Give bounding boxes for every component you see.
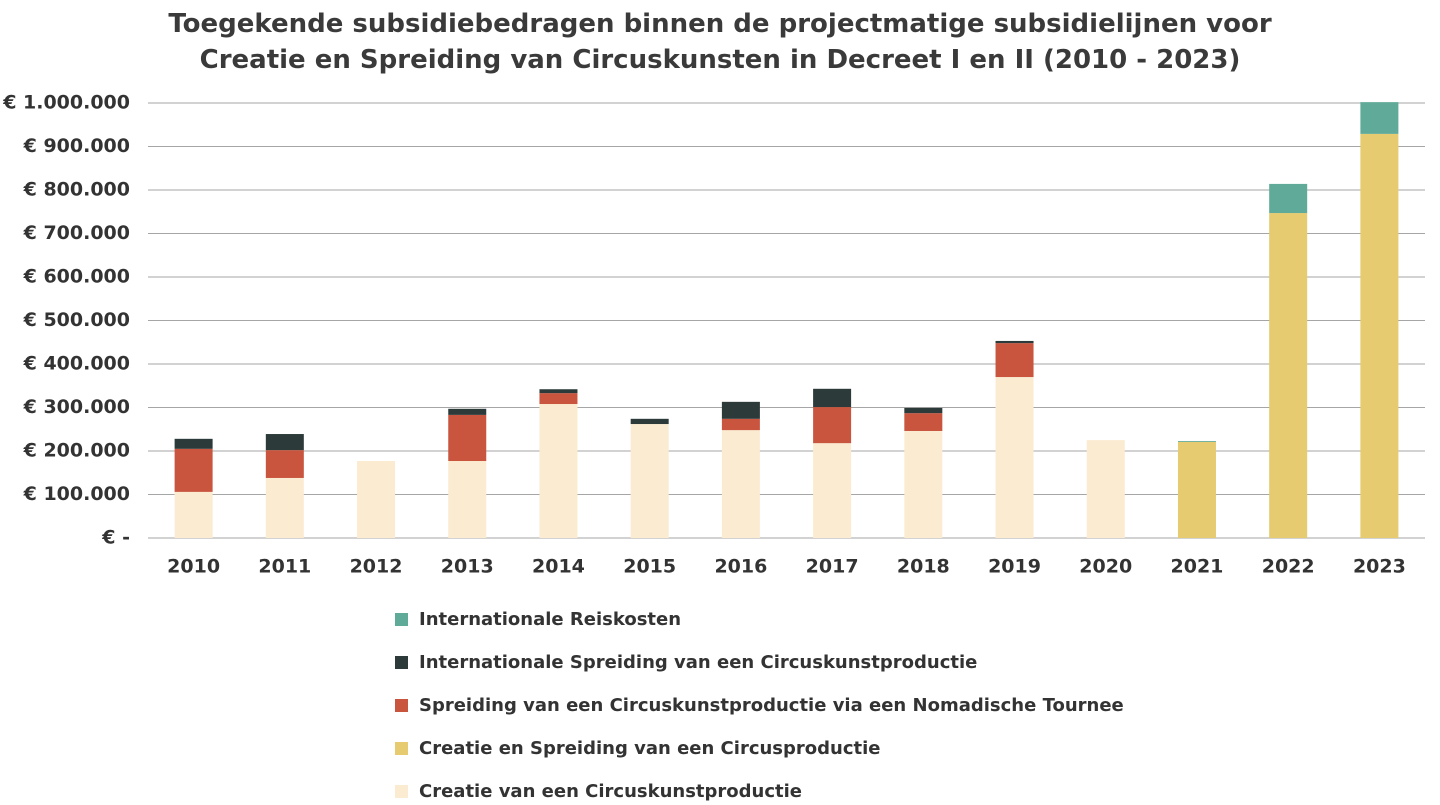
- y-tick-label: € 200.000: [23, 440, 130, 462]
- bar-segment: [813, 443, 852, 538]
- bar-segment: [174, 448, 213, 492]
- bar-segment: [995, 340, 1034, 344]
- bar-segment: [813, 407, 852, 444]
- legend-swatch: [395, 785, 408, 798]
- bar-segment: [813, 388, 852, 408]
- bar-segment: [904, 430, 943, 538]
- bar-segment: [1177, 441, 1216, 538]
- legend-swatch: [395, 613, 408, 626]
- bar-segment: [174, 491, 213, 538]
- y-tick-label: € 1.000.000: [2, 92, 130, 114]
- x-tick-label: 2010: [167, 556, 220, 578]
- y-tick-label: € -: [101, 527, 130, 549]
- bar-segment: [1269, 213, 1308, 538]
- bar-segment: [1086, 440, 1125, 538]
- bar-segment: [448, 414, 487, 462]
- bar-segment: [539, 389, 578, 394]
- bar-segment: [174, 438, 213, 449]
- bar-segment: [995, 343, 1034, 378]
- bar-segment: [357, 461, 396, 538]
- y-tick-label: € 800.000: [23, 179, 130, 201]
- bar-segment: [721, 418, 760, 431]
- bar-segment: [448, 408, 487, 415]
- x-tick-label: 2012: [350, 556, 403, 578]
- y-tick-label: € 500.000: [23, 309, 130, 331]
- bar-segment: [1360, 133, 1399, 538]
- bar-segment: [630, 418, 669, 425]
- bar-segment: [265, 450, 304, 478]
- y-tick-label: € 300.000: [23, 396, 130, 418]
- x-tick-label: 2022: [1262, 556, 1315, 578]
- x-tick-label: 2020: [1079, 556, 1132, 578]
- bar-segment: [1177, 440, 1216, 442]
- y-tick-label: € 700.000: [23, 222, 130, 244]
- legend-swatch: [395, 742, 408, 755]
- legend-label: Spreiding van een Circuskunstproductie v…: [419, 695, 1124, 716]
- x-tick-label: 2016: [714, 556, 767, 578]
- legend-label: Creatie van een Circuskunstproductie: [419, 781, 802, 802]
- x-tick-label: 2018: [897, 556, 950, 578]
- legend-label: Internationale Spreiding van een Circusk…: [419, 652, 977, 673]
- x-tick-label: 2014: [532, 556, 585, 578]
- legend-label: Creatie en Spreiding van een Circusprodu…: [419, 738, 881, 759]
- legend-swatch: [395, 656, 408, 669]
- chart-title: Toegekende subsidiebedragen binnen de pr…: [168, 9, 1272, 75]
- bar-segment: [539, 393, 578, 405]
- bar-segment: [265, 434, 304, 451]
- bar-segment: [1269, 183, 1308, 214]
- bar-segment: [630, 424, 669, 538]
- bar-segment: [904, 407, 943, 414]
- x-tick-label: 2011: [258, 556, 311, 578]
- x-tick-label: 2015: [623, 556, 676, 578]
- bar-segment: [904, 413, 943, 431]
- x-tick-label: 2013: [441, 556, 494, 578]
- x-tick-label: 2023: [1353, 556, 1406, 578]
- x-tick-label: 2021: [1171, 556, 1224, 578]
- legend-label: Internationale Reiskosten: [419, 609, 681, 630]
- y-tick-label: € 400.000: [23, 353, 130, 375]
- x-tick-label: 2019: [988, 556, 1041, 578]
- bar-segment: [265, 477, 304, 538]
- y-tick-label: € 900.000: [23, 135, 130, 157]
- bar-segment: [995, 377, 1034, 538]
- y-tick-label: € 100.000: [23, 483, 130, 505]
- bar-segment: [721, 430, 760, 538]
- y-tick-label: € 600.000: [23, 266, 130, 288]
- bar-segment: [721, 401, 760, 419]
- bar-segment: [539, 404, 578, 538]
- legend-swatch: [395, 699, 408, 712]
- bar-segment: [1360, 102, 1399, 134]
- bar-segment: [448, 461, 487, 538]
- x-tick-label: 2017: [806, 556, 859, 578]
